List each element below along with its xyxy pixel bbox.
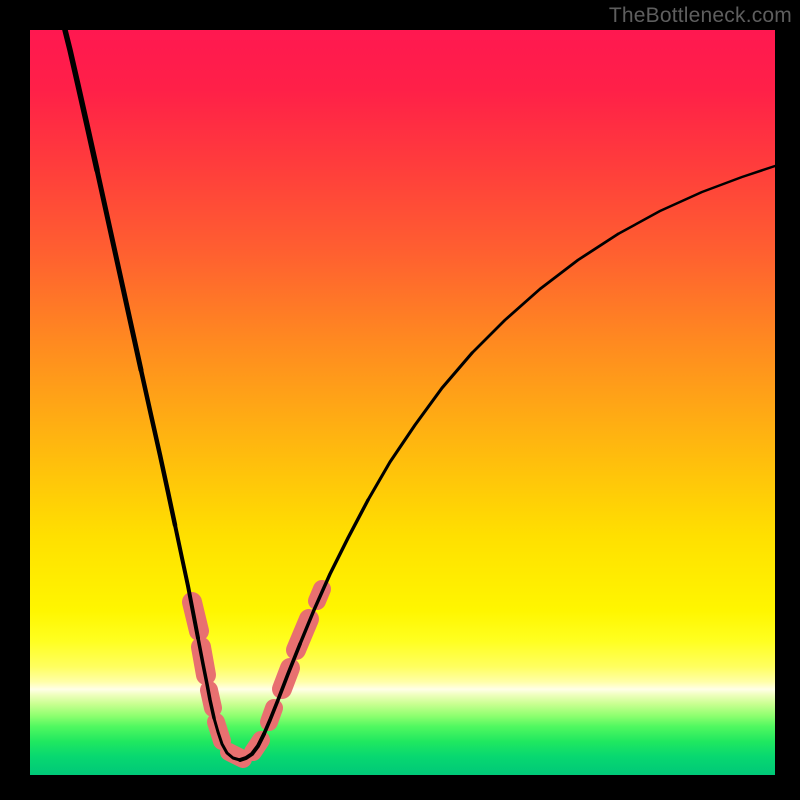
curve-segment [264,644,300,734]
curve-segment [141,370,175,525]
curve-segment [97,170,141,370]
watermark-text: TheBottleneck.com [609,4,792,28]
curve-segment [472,234,618,353]
curve-segment [65,30,97,170]
chart-svg [30,30,775,775]
curve-segment [300,500,368,644]
plot-area [30,30,775,775]
curve-segment [618,166,775,234]
curve-segment [368,353,472,500]
